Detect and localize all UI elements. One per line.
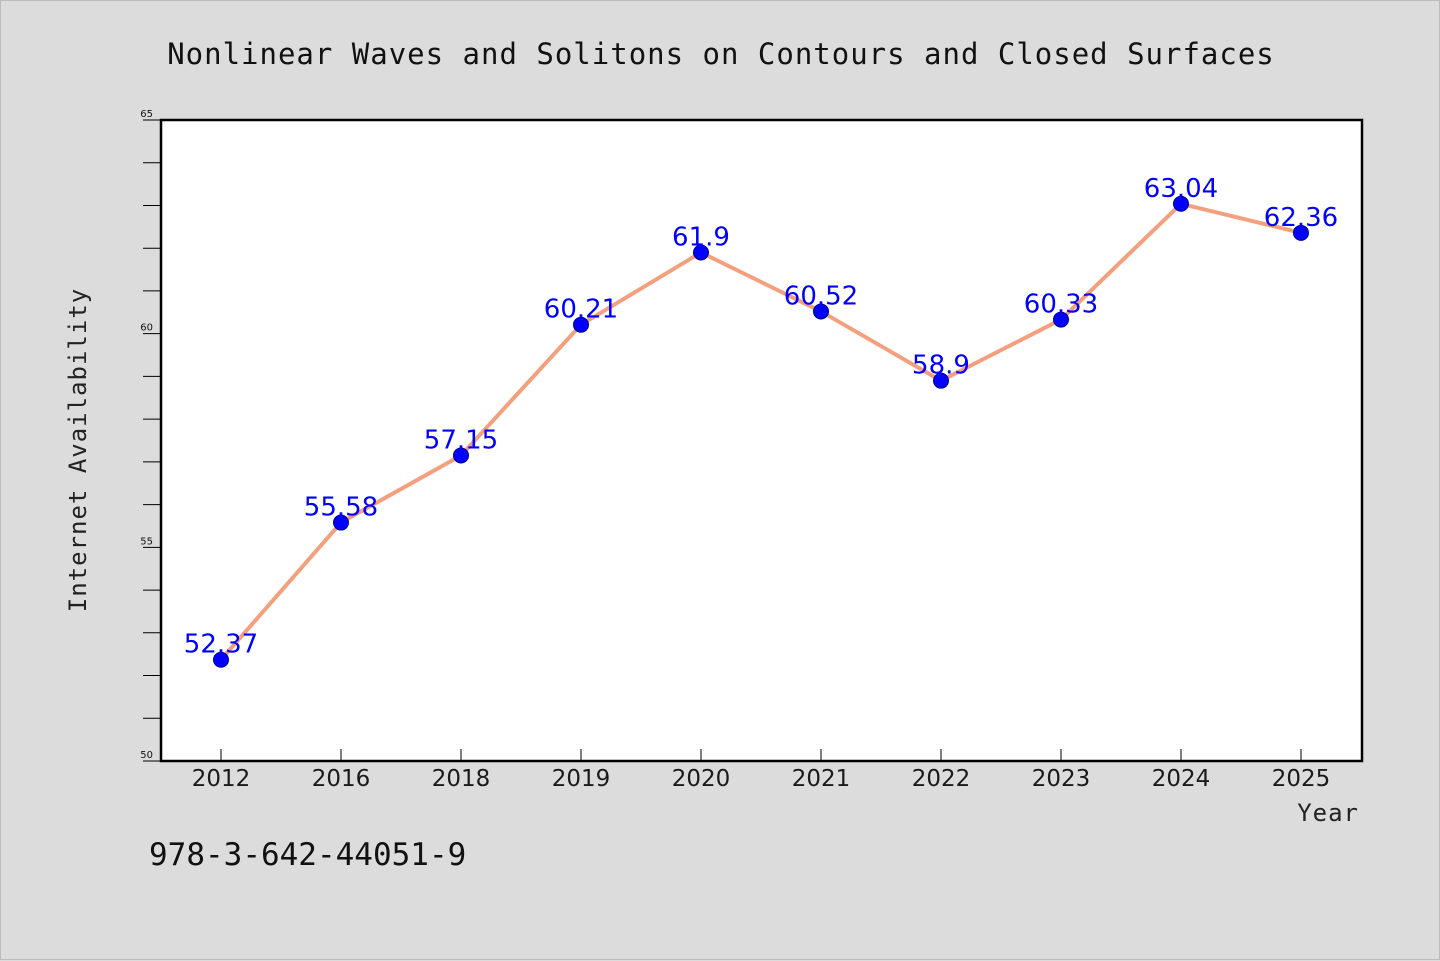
data-label: 52.37 — [184, 630, 258, 660]
x-tick-label: 2025 — [1272, 766, 1331, 792]
data-point — [1293, 224, 1309, 241]
x-tick-label: 2016 — [312, 766, 371, 792]
data-point — [693, 244, 709, 261]
x-tick-label: 2024 — [1152, 766, 1211, 792]
data-label: 58.9 — [912, 351, 970, 381]
x-axis-label: Year — [1297, 799, 1359, 827]
data-label: 61.9 — [672, 222, 730, 252]
data-point — [1053, 311, 1069, 328]
data-label: 60.21 — [544, 295, 618, 325]
data-labels: 52.37 55.58 57.15 60.21 61.9 60.52 58.9 60.33 63… — [184, 174, 1338, 660]
x-tick-label: 2019 — [552, 766, 611, 792]
x-tick-label: 2023 — [1032, 766, 1091, 792]
plot-area — [159, 118, 1364, 763]
y-tick-label: 50 — [140, 750, 153, 761]
y-tick-label: 65 — [140, 109, 153, 120]
data-label: 63.04 — [1144, 174, 1218, 204]
footnote-isbn: 978-3-642-44051-9 — [149, 837, 466, 873]
y-tick-label: 60 — [140, 323, 153, 334]
chart-title: Nonlinear Waves and Solitons on Contours… — [167, 37, 1275, 71]
series-line-group — [219, 201, 1302, 662]
data-label: 60.52 — [784, 281, 858, 311]
x-tick-label: 2021 — [792, 766, 851, 792]
x-tick-label: 2022 — [912, 766, 971, 792]
data-point — [453, 447, 469, 464]
data-label: 60.33 — [1024, 290, 1098, 320]
data-point — [1173, 195, 1189, 212]
data-point — [813, 303, 829, 320]
y-tick-label: 55 — [140, 536, 153, 547]
data-point — [573, 316, 589, 333]
data-point — [333, 514, 349, 531]
x-tick-label: 2018 — [432, 766, 491, 792]
x-tick-label: 2012 — [192, 766, 251, 792]
y-axis: 50 55 60 65 — [140, 109, 161, 762]
data-point — [933, 372, 949, 389]
y-axis-label: Internet Availability — [64, 288, 92, 612]
x-tick-label: 2020 — [672, 766, 731, 792]
data-label: 62.36 — [1264, 203, 1338, 233]
data-label: 55.58 — [304, 493, 378, 523]
data-point — [213, 651, 229, 668]
data-label: 57.15 — [424, 425, 498, 455]
data-points — [213, 195, 1309, 668]
series-line — [219, 201, 1302, 662]
x-axis: 2012 2016 2018 2019 2020 2021 2022 2023 2024 2025 — [192, 749, 1331, 792]
